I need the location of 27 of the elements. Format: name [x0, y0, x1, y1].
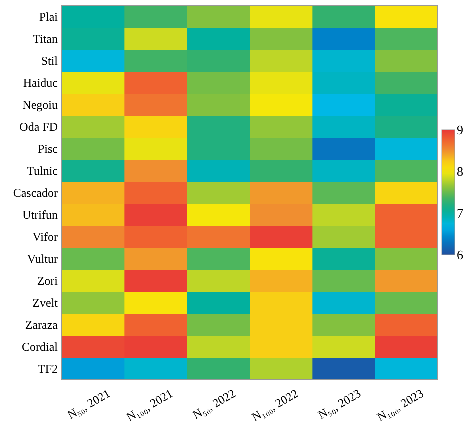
- x-tick-label: N₅₀, 2021: [65, 386, 113, 422]
- y-tick-label: Utrifun: [22, 208, 58, 222]
- x-tick-label: N₅₀, 2023: [316, 386, 364, 422]
- color-bar-label: 6: [457, 248, 464, 263]
- y-tick-label: Stil: [41, 54, 59, 68]
- y-tick-label: Zori: [37, 274, 59, 288]
- color-bar-label: 8: [457, 164, 464, 180]
- y-tick-label: Plai: [39, 10, 59, 24]
- y-tick-label: Zaraza: [25, 318, 59, 332]
- y-tick-label: Vifor: [32, 230, 58, 244]
- y-tick-label: Negoiu: [22, 98, 58, 112]
- x-tick-label: N₁₀₀, 2023: [374, 386, 426, 424]
- x-tick-label: N₁₀₀, 2021: [124, 386, 176, 424]
- x-tick-label: N₁₀₀, 2022: [249, 386, 301, 424]
- y-tick-label: Titan: [33, 32, 58, 46]
- y-tick-label: Cordial: [22, 340, 59, 354]
- y-tick-label: Pisc: [38, 142, 58, 156]
- color-bar-label: 7: [457, 206, 464, 221]
- y-tick-label: Zvelt: [32, 296, 59, 310]
- y-tick-label: Oda FD: [20, 120, 58, 134]
- y-tick-label: Vultur: [27, 252, 58, 266]
- color-bar-label: 9: [457, 122, 464, 138]
- y-tick-label: TF2: [38, 362, 58, 376]
- y-tick-label: Haiduc: [23, 76, 58, 90]
- y-tick-label: Cascador: [13, 186, 58, 200]
- x-tick-label: N₅₀, 2022: [190, 386, 238, 422]
- y-tick-label: Tulnic: [27, 164, 58, 178]
